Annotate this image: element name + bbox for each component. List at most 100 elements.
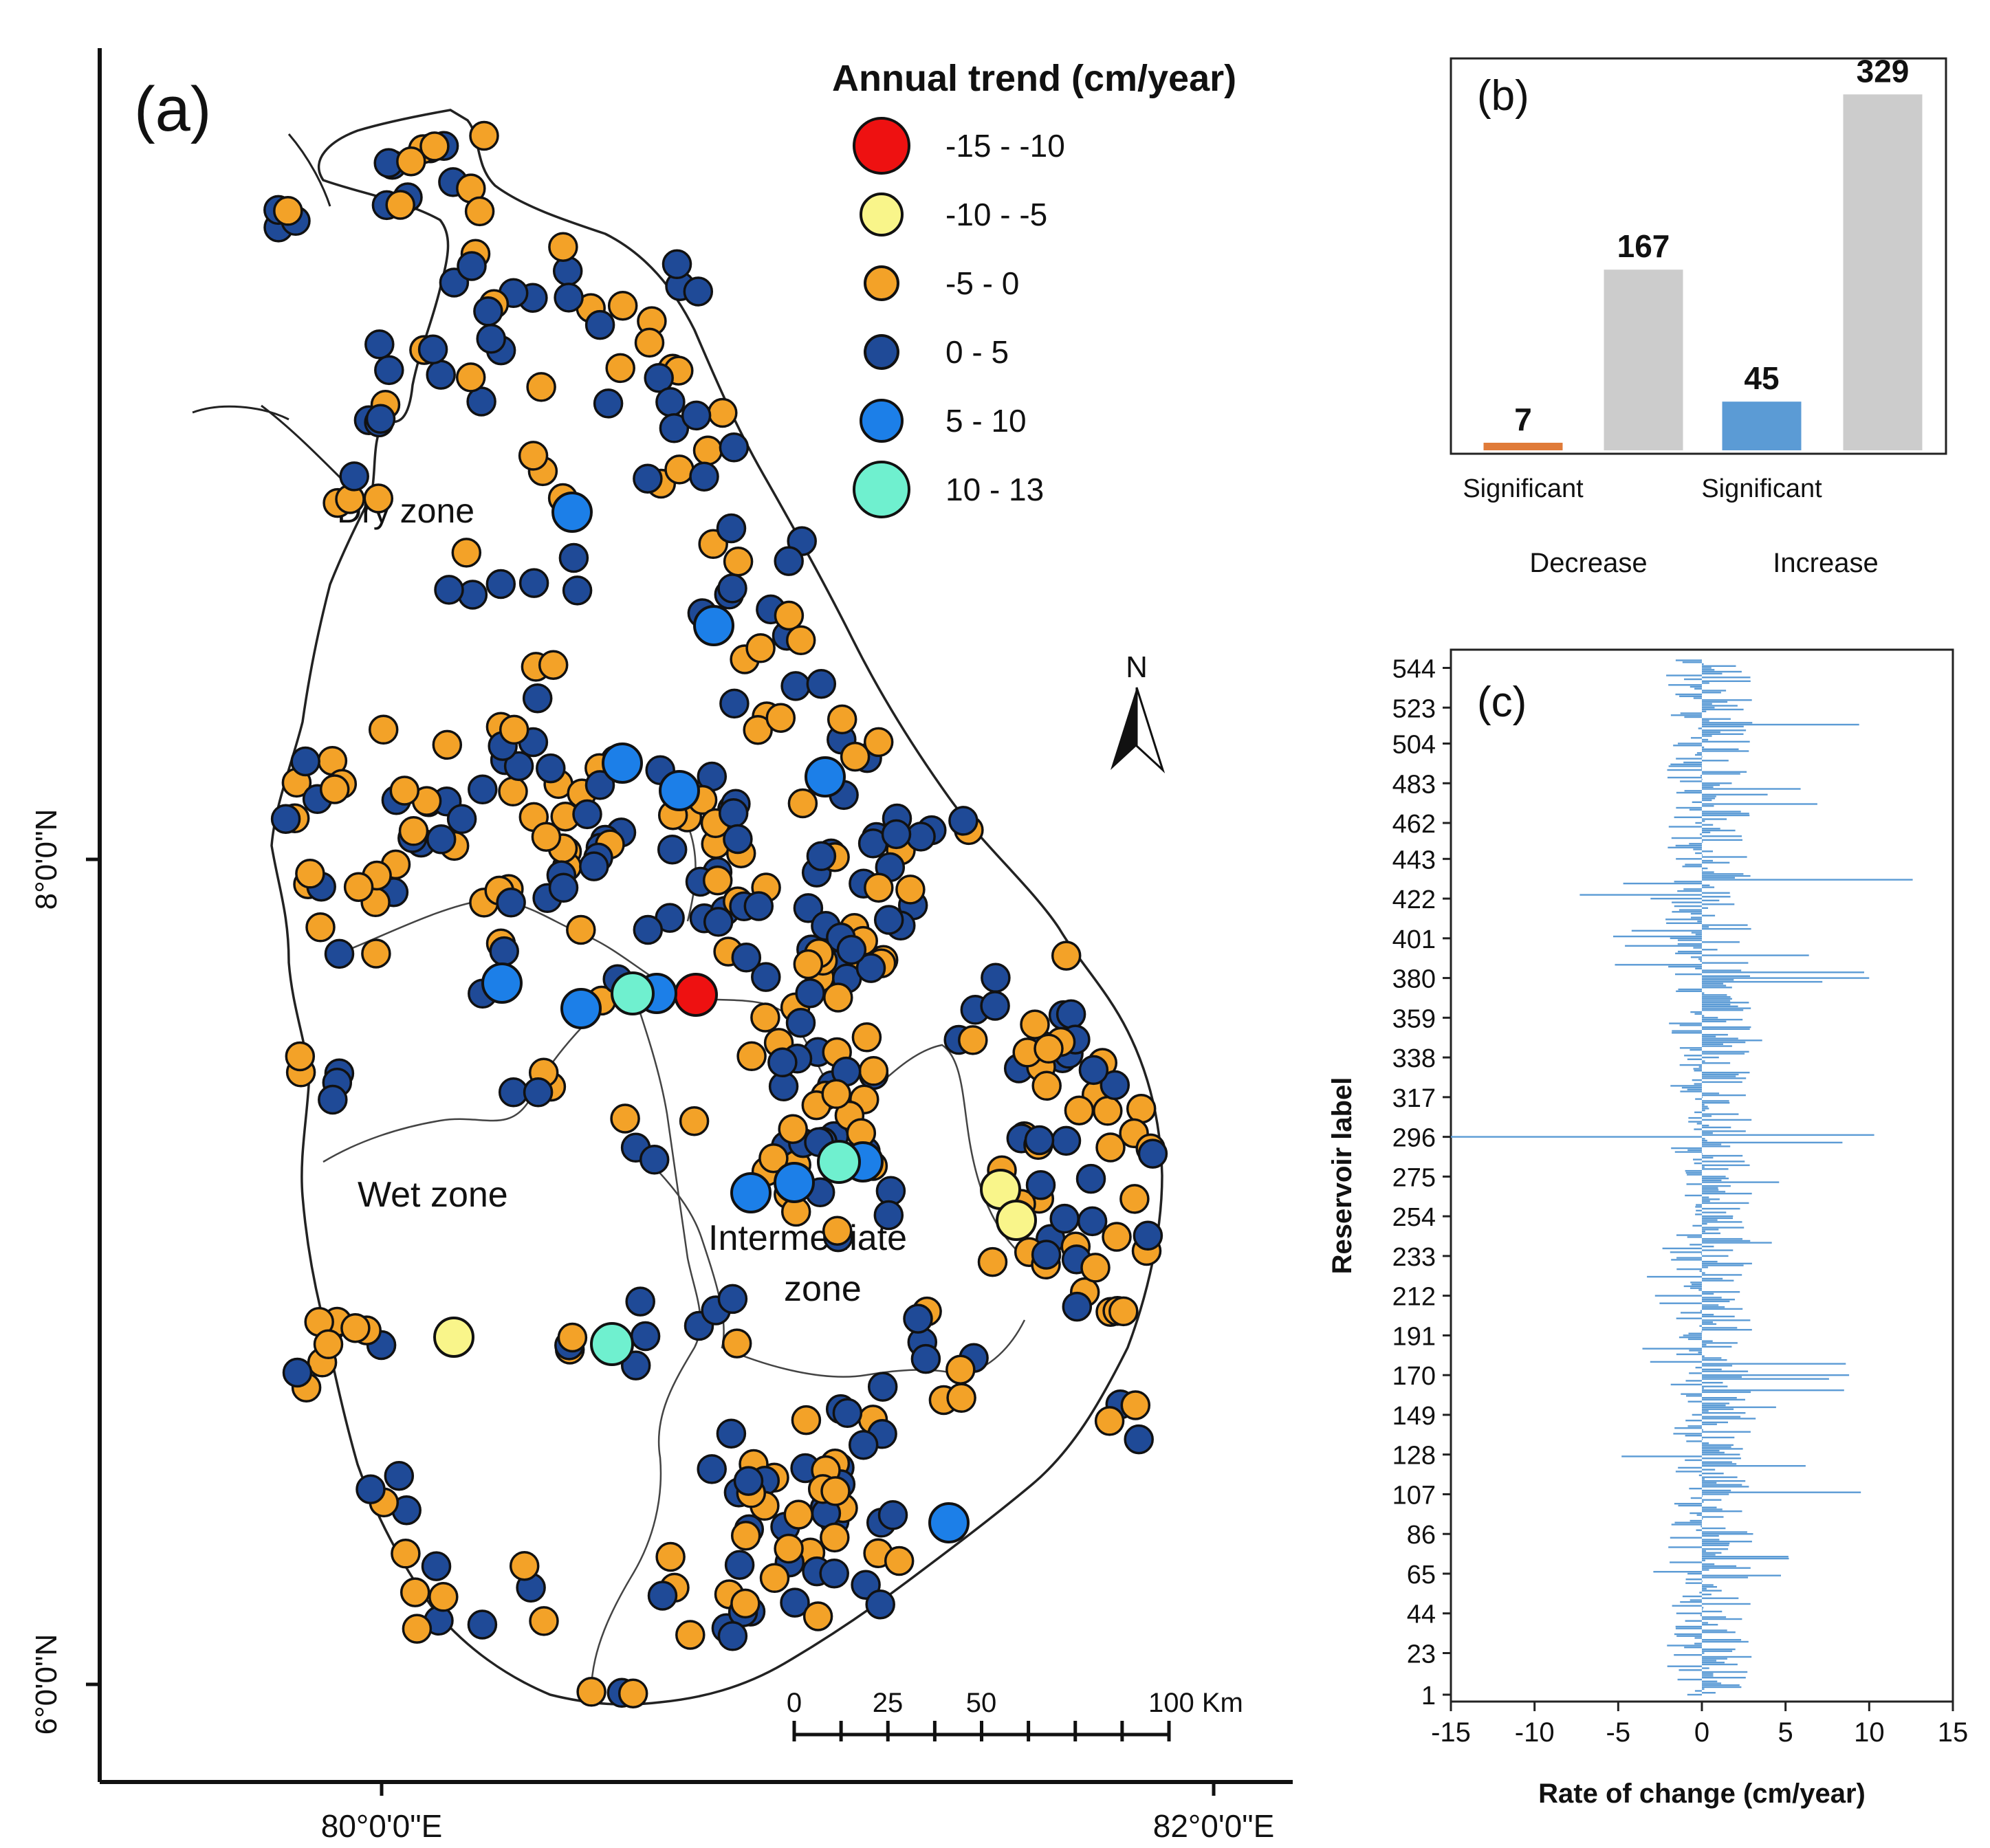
c-bar (1675, 659, 1702, 661)
c-bar (1631, 930, 1702, 932)
c-bar (1702, 1648, 1736, 1651)
c-bar (1702, 1544, 1729, 1546)
c-bar (1688, 1121, 1702, 1123)
c-bar (1702, 1552, 1722, 1554)
c-bar (1702, 1624, 1718, 1626)
reservoir-dot (523, 1077, 554, 1108)
c-bar (1702, 1323, 1717, 1326)
reservoir-dot (1102, 1222, 1132, 1252)
reservoir-dot (716, 513, 747, 544)
c-bar (1702, 1017, 1718, 1019)
reservoir-dot (703, 907, 734, 937)
c-bar (1692, 1224, 1702, 1227)
reservoir-dot (743, 891, 774, 921)
c-bar (1702, 735, 1712, 737)
reservoir-dot (576, 1677, 606, 1707)
reservoir-dot (910, 1343, 941, 1374)
c-bar (1702, 1156, 1714, 1159)
c-bar (1687, 1236, 1702, 1238)
c-bar (1702, 892, 1730, 894)
reservoir-dot (625, 1286, 655, 1317)
c-bar (1702, 879, 1913, 881)
reservoir-dot (736, 1041, 767, 1072)
reservoir-dot (548, 232, 578, 262)
c-bar (1666, 922, 1702, 924)
reservoir-dot (793, 949, 824, 980)
c-bar (1702, 1389, 1844, 1392)
reservoir-dot (647, 1581, 678, 1611)
reservoir-dot (820, 1476, 851, 1506)
c-bar (1702, 1292, 1714, 1295)
c-bar (1690, 1512, 1702, 1515)
c-bar (1702, 835, 1742, 837)
reservoir-dot (778, 1114, 808, 1144)
reservoir-dot (689, 461, 719, 492)
c-bar (1673, 745, 1702, 747)
c-bar (1701, 1580, 1703, 1583)
c-bar (1702, 1164, 1750, 1167)
c-bar (1702, 1450, 1720, 1452)
c-bar (1690, 1497, 1702, 1499)
north-arrow-left (1111, 688, 1137, 770)
c-bar (1678, 1504, 1702, 1507)
reservoir-dot (877, 1500, 908, 1530)
c-bar (1677, 890, 1702, 892)
c-y-tick-label: 107 (1392, 1481, 1436, 1510)
c-bar (1702, 1603, 1751, 1605)
reservoir-dot (1020, 1009, 1050, 1040)
c-bar (1702, 1405, 1726, 1407)
north-arrow-right (1135, 687, 1166, 773)
reservoir-dot (1056, 999, 1086, 1029)
c-bar (1702, 793, 1768, 795)
c-bar (1702, 1130, 1746, 1132)
c-bar (1702, 1028, 1750, 1030)
c-bar (1702, 1590, 1722, 1592)
reservoir-dot (419, 131, 450, 162)
c-bar (1702, 1314, 1714, 1316)
c-bar (1702, 1652, 1705, 1654)
reservoir-dot (579, 851, 609, 881)
c-y-tick-label: 149 (1392, 1402, 1436, 1431)
c-bar (1682, 1595, 1702, 1598)
coast-detail (261, 404, 345, 483)
c-bar (1678, 950, 1702, 953)
c-bar (1684, 678, 1702, 681)
c-bar (1702, 1166, 1705, 1168)
c-bar (1702, 1412, 1746, 1414)
c-bar (1702, 1489, 1731, 1492)
c-y-tick-label: 128 (1392, 1442, 1436, 1471)
reservoir-dot (903, 1304, 933, 1334)
c-bar (1694, 1162, 1702, 1165)
c-bar (1690, 685, 1702, 688)
reservoir-dot (774, 1533, 804, 1564)
reservoir-dot (368, 714, 399, 745)
c-bar (1670, 1561, 1702, 1563)
reservoir-dot (867, 1372, 898, 1402)
c-bar (1698, 1474, 1702, 1477)
reservoir-dot (873, 1200, 904, 1231)
c-bar (1702, 1684, 1740, 1686)
c-bar (1702, 1191, 1726, 1193)
c-bar (1702, 1266, 1708, 1268)
c-bar (1675, 1625, 1702, 1628)
c-bar (1702, 1103, 1705, 1106)
reservoir-dot (434, 575, 464, 605)
c-bar (1702, 1534, 1719, 1537)
c-bar (1702, 722, 1753, 724)
b-bar-value-label: 7 (1514, 402, 1532, 437)
reservoir-dot (1080, 1253, 1111, 1283)
c-bar (1702, 1541, 1752, 1543)
c-bar (1696, 1209, 1702, 1212)
c-bar (1702, 1018, 1743, 1021)
c-bar (1689, 1350, 1702, 1352)
c-bar (1702, 788, 1801, 790)
c-bar (1702, 1215, 1734, 1218)
c-y-tick-label: 44 (1407, 1600, 1436, 1629)
c-bar (1621, 1455, 1702, 1458)
c-bar (1685, 1169, 1702, 1172)
reservoir-dot (644, 362, 674, 393)
c-bar (1702, 707, 1715, 709)
c-bar (1702, 1510, 1742, 1512)
c-bar (1700, 1614, 1702, 1616)
c-bar (1675, 693, 1702, 696)
